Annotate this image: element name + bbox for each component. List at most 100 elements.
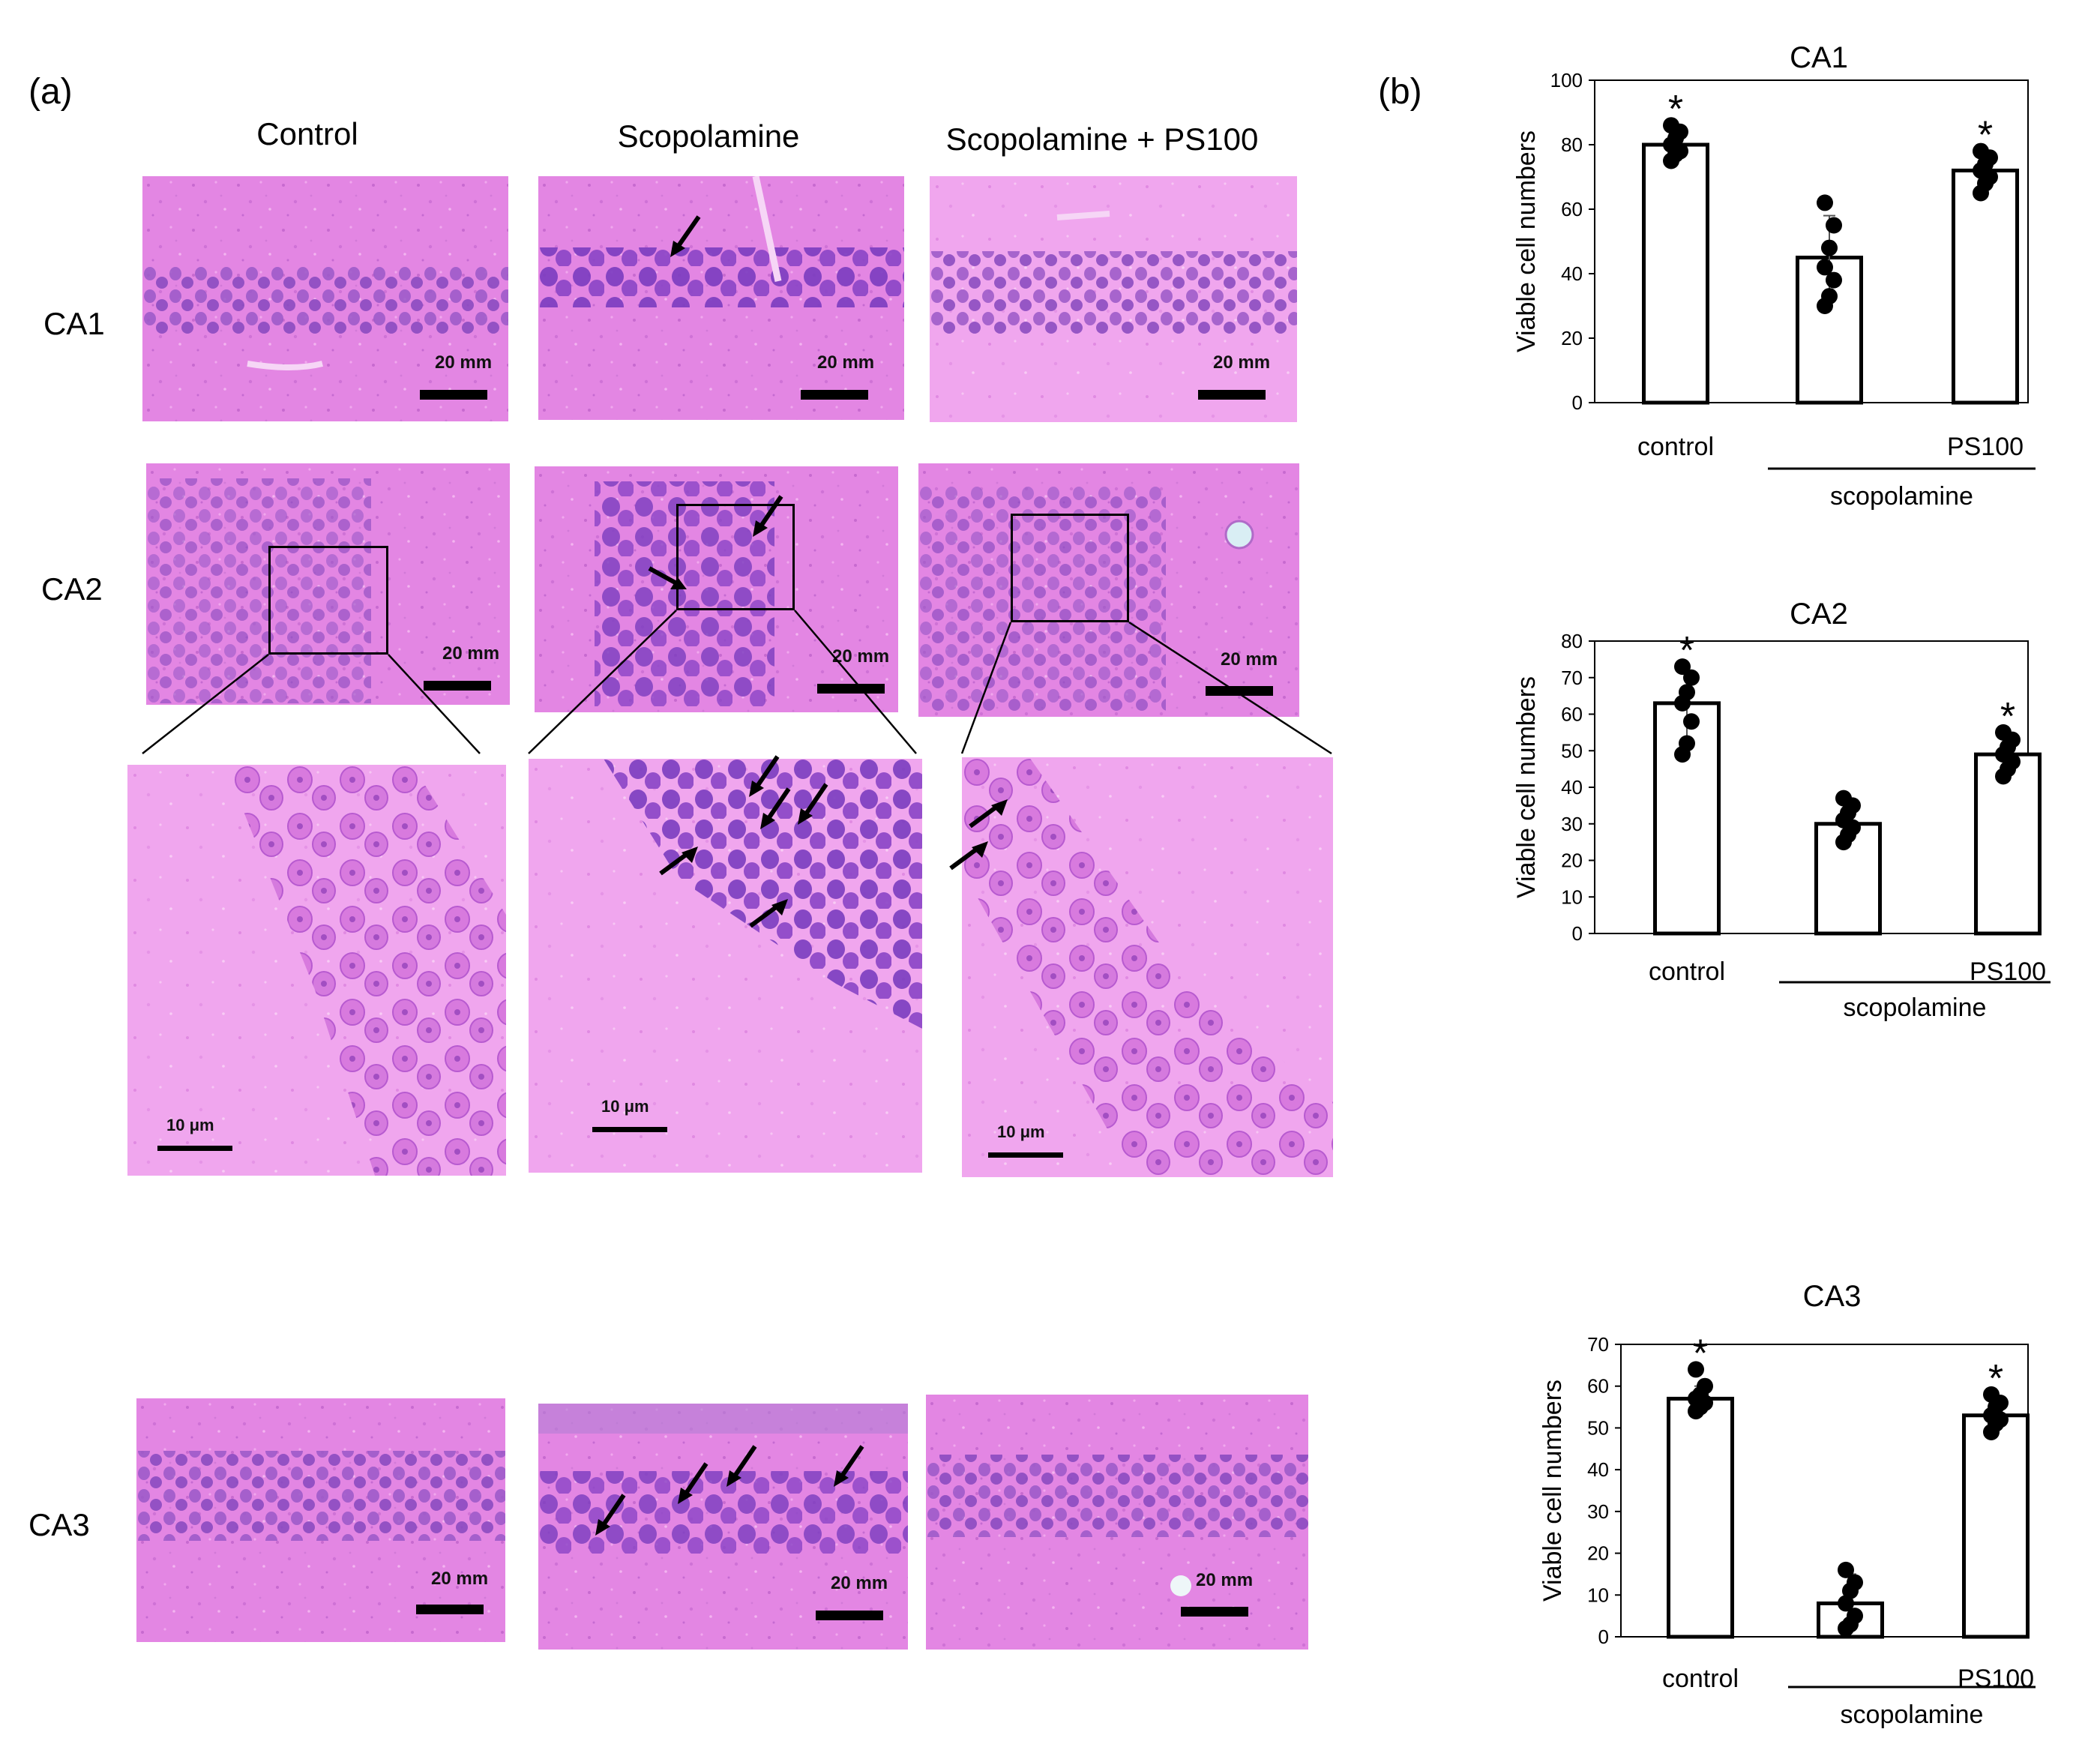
y-tick-label: 30 — [1561, 813, 1583, 835]
column-header-control: Control — [256, 116, 358, 151]
data-point — [1838, 1595, 1854, 1612]
y-tick-label: 70 — [1561, 667, 1583, 689]
data-point — [1995, 724, 2012, 741]
chart-title: CA3 — [1803, 1280, 1862, 1313]
y-tick-label: 0 — [1572, 391, 1583, 414]
y-axis-label: Viable cell numbers — [1538, 1380, 1567, 1602]
arrow-indicator — [969, 799, 1008, 829]
scale-bar — [157, 1146, 232, 1151]
y-tick-label: 40 — [1587, 1458, 1609, 1481]
bar — [1974, 752, 2042, 936]
arrow-indicator — [798, 783, 828, 825]
row-header-ca1: CA1 — [43, 306, 105, 341]
panel-a-label: (a) — [28, 72, 73, 112]
category-label: PS100 — [1958, 1665, 2034, 1693]
y-tick-label: 10 — [1587, 1584, 1609, 1606]
data-point — [1847, 1608, 1863, 1625]
data-point — [1697, 1377, 1713, 1395]
scale-bar — [592, 1127, 667, 1132]
scale-label: 20 mm — [1221, 649, 1278, 670]
micrograph-ca2-scopolamine — [535, 466, 898, 712]
y-tick-label: 60 — [1561, 198, 1583, 220]
data-point — [1663, 117, 1679, 134]
zoom-connector-lines — [142, 610, 1332, 755]
y-axis-label: Viable cell numbers — [1512, 676, 1541, 898]
bar — [1642, 142, 1709, 405]
y-tick-label: 20 — [1561, 850, 1583, 872]
arrow-indicator — [749, 755, 780, 797]
group-label: scopolamine — [1841, 1701, 1984, 1729]
scale-bar — [424, 681, 491, 691]
y-tick-label: 50 — [1561, 739, 1583, 762]
scale-label: 10 μm — [166, 1116, 214, 1134]
y-tick-label: 70 — [1587, 1333, 1609, 1356]
arrow-indicator — [659, 847, 698, 876]
scale-label: 20 mm — [832, 646, 890, 667]
y-axis-label: Viable cell numbers — [1512, 130, 1541, 352]
data-point — [1679, 684, 1695, 701]
y-tick-label: 60 — [1561, 703, 1583, 726]
micrograph-ca2-scopolamine-ps100-zoom — [962, 757, 1333, 1177]
chart-title: CA1 — [1790, 41, 1848, 74]
bar — [1962, 1413, 2030, 1639]
y-tick-label: 20 — [1587, 1542, 1609, 1565]
zoom-box — [1011, 514, 1129, 622]
group-label: scopolamine — [1844, 993, 1987, 1022]
category-label: PS100 — [1947, 433, 2024, 461]
scale-bar — [420, 390, 487, 400]
zoom-box — [268, 546, 388, 655]
micrograph-ca1-scopolamine — [538, 176, 904, 420]
scale-label: 20 mm — [435, 352, 493, 373]
arrow-indicator — [678, 1462, 708, 1504]
data-point — [1683, 669, 1700, 686]
data-point — [1817, 194, 1833, 211]
scale-bar — [1198, 390, 1266, 400]
scale-label: 20 mm — [442, 643, 500, 664]
micrograph-ca2-scopolamine-zoom — [529, 759, 922, 1173]
arrow-indicator — [595, 1494, 626, 1536]
significance-star: * — [1693, 1332, 1708, 1375]
y-tick-label: 80 — [1561, 133, 1583, 156]
data-point — [1838, 1561, 1854, 1578]
y-tick-label: 0 — [1598, 1626, 1609, 1648]
scale-bar — [1181, 1607, 1248, 1617]
significance-star: * — [1988, 1357, 2003, 1401]
significance-star: * — [1679, 629, 1694, 673]
chart-title: CA2 — [1790, 598, 1848, 631]
scale-bar — [1206, 686, 1273, 696]
arrow-indicator — [726, 1445, 757, 1487]
arrow-indicator — [670, 215, 701, 257]
scale-label: 20 mm — [431, 1569, 489, 1589]
zoom-box — [676, 504, 795, 610]
scale-bar — [816, 1611, 883, 1620]
data-point — [1821, 239, 1838, 256]
arrow-indicator — [753, 495, 783, 537]
micrograph-ca1-scopolamine-ps100 — [930, 176, 1297, 422]
scale-bar — [817, 684, 885, 694]
category-label: control — [1649, 957, 1725, 986]
y-tick-label: 30 — [1587, 1500, 1609, 1523]
micrograph-ca2-control-zoom — [127, 765, 506, 1176]
significance-star: * — [1978, 114, 1993, 157]
arrow-indicator — [749, 899, 788, 928]
data-point — [1688, 1361, 1704, 1378]
y-tick-label: 40 — [1561, 776, 1583, 799]
data-point — [1821, 288, 1838, 305]
scale-label: 10 μm — [601, 1097, 649, 1116]
scale-label: 10 μm — [997, 1122, 1045, 1141]
panel-b-label: (b) — [1378, 72, 1422, 112]
micrograph-ca3-control — [136, 1398, 505, 1642]
y-tick-label: 40 — [1561, 262, 1583, 285]
bar — [1667, 1396, 1734, 1639]
micrograph-ca2-scopolamine-ps100 — [918, 463, 1299, 717]
data-point — [1826, 217, 1842, 234]
y-tick-label: 60 — [1587, 1375, 1609, 1398]
scale-label: 20 mm — [831, 1573, 888, 1593]
row-header-ca2: CA2 — [41, 571, 103, 607]
category-label: control — [1662, 1665, 1739, 1693]
significance-star: * — [2000, 695, 2015, 739]
scale-bar — [416, 1605, 484, 1614]
arrow-indicator — [648, 566, 687, 589]
